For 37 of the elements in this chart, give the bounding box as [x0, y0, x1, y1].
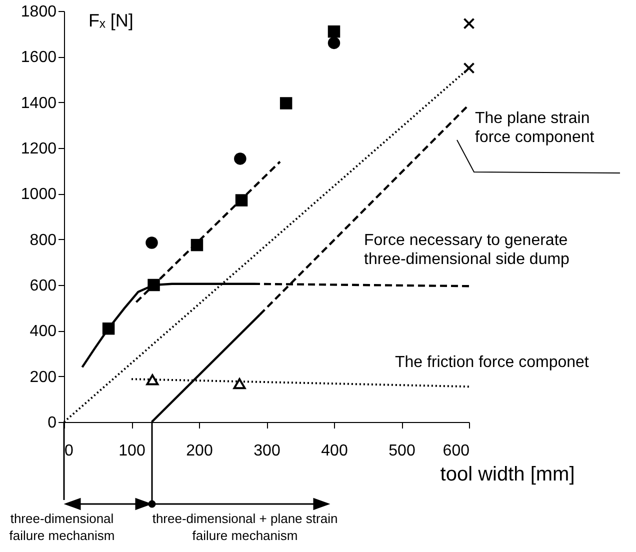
text: three-dimensional failure mechanism [9, 511, 115, 543]
point [146, 236, 158, 249]
x-tick-label: 400 [321, 442, 348, 460]
point [148, 278, 160, 292]
point [190, 238, 204, 252]
y-tick-label: 600 [30, 278, 57, 294]
point [235, 194, 248, 206]
x-tick-label: 0 [64, 442, 74, 460]
x-axis-title: tool width [mm] [440, 464, 575, 486]
y-tick-label: 1600 [20, 49, 57, 66]
y-tick-label: 1800 [20, 4, 57, 20]
x-tick-label: 200 [186, 442, 213, 460]
y-tick-label: 1000 [20, 186, 57, 204]
x-tick-label: 500 [388, 442, 416, 460]
x-tick-label: 100 [118, 442, 146, 460]
x-tick-label: 600 [442, 442, 470, 460]
annotation: The friction force componet [395, 354, 590, 371]
y-tick-label: 1400 [20, 94, 57, 112]
point [102, 322, 115, 335]
y-tick-label: 1200 [20, 140, 57, 158]
point [233, 378, 246, 390]
point [328, 25, 340, 38]
point [234, 152, 246, 165]
point [328, 36, 340, 50]
point [463, 18, 475, 30]
point [280, 97, 292, 110]
y-tick-label: 200 [30, 368, 57, 386]
y-tick-label: 800 [30, 232, 57, 249]
y-tick-label: 400 [30, 323, 57, 340]
x-tick-label: 300 [254, 442, 280, 460]
point [146, 374, 159, 386]
point [463, 62, 475, 74]
y-axis-title: Fₓ [N] [88, 10, 134, 30]
text: The plane strain force component [475, 110, 595, 146]
text: three-dimensional + plane strain failure mechanism [152, 511, 338, 543]
annotation: Force necessary to generate three-dimensional side dump [364, 232, 570, 268]
y-tick-label: 0 [48, 414, 57, 432]
